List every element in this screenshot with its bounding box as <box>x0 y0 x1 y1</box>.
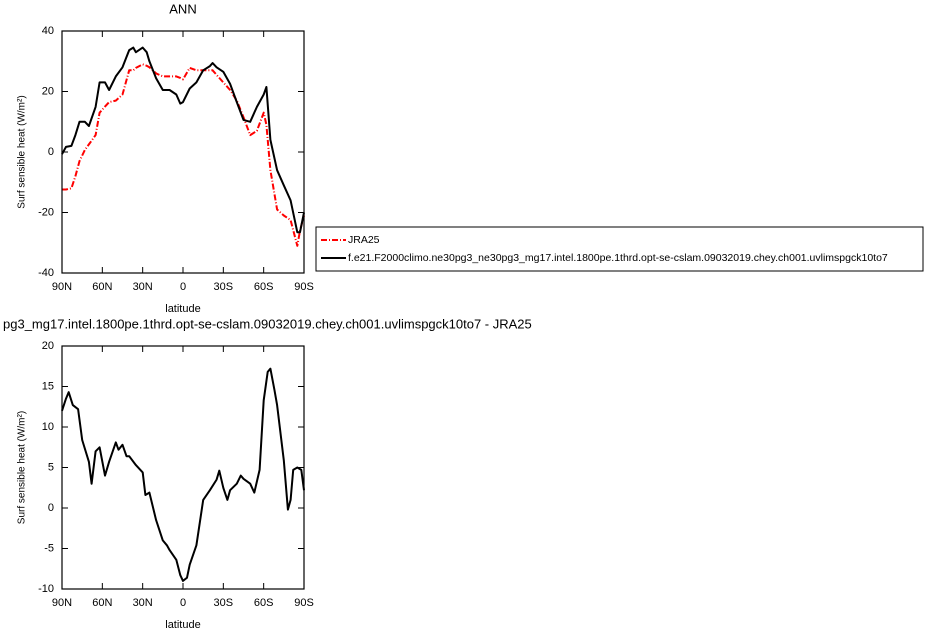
x-tick-label: 30N <box>133 281 153 293</box>
x-axis-label: latitude <box>165 619 200 631</box>
y-tick-label: 20 <box>42 340 54 352</box>
line <box>61 46 305 234</box>
y-axis-label: Surf sensible heat (W/m²) <box>17 411 28 524</box>
plot-frame <box>61 30 305 274</box>
legend-label: f.e21.F2000climo.ne30pg3_ne30pg3_mg17.in… <box>348 252 888 264</box>
x-tick-label: 90S <box>294 281 314 293</box>
x-tick-label: 60N <box>92 281 112 293</box>
x-tick-label: 30S <box>214 281 234 293</box>
chart-title: ANN <box>169 1 196 16</box>
y-tick-label: 20 <box>42 85 54 97</box>
legend-label: JRA25 <box>348 234 380 246</box>
y-tick-label: 5 <box>48 461 54 473</box>
legend-box <box>315 226 924 272</box>
y-tick-label: -40 <box>38 267 54 279</box>
plot-frame <box>61 345 305 590</box>
chart-title: pg3_mg17.intel.1800pe.1thrd.opt-se-cslam… <box>3 316 532 331</box>
x-tick-label: 90S <box>294 597 314 609</box>
y-tick-label: 0 <box>48 502 54 514</box>
x-tick-label: 90N <box>52 597 72 609</box>
line <box>61 367 305 582</box>
x-tick-label: 30S <box>214 597 234 609</box>
x-tick-label: 0 <box>180 281 186 293</box>
y-axis-label: Surf sensible heat (W/m²) <box>17 95 28 208</box>
legend: JRA25 f.e21.F2000climo.ne30pg3_ne30pg3_mg… <box>315 226 924 272</box>
x-tick-label: 0 <box>180 597 186 609</box>
y-tick-label: 40 <box>42 25 54 37</box>
x-tick-label: 90N <box>52 281 72 293</box>
y-tick-label: 15 <box>42 380 54 392</box>
x-axis-label: latitude <box>165 303 200 315</box>
y-tick-label: 0 <box>48 146 54 158</box>
x-tick-label: 60N <box>92 597 112 609</box>
line <box>62 63 305 247</box>
x-tick-label: 30N <box>133 597 153 609</box>
y-tick-label: -20 <box>38 206 54 218</box>
y-tick-label: 10 <box>42 421 54 433</box>
x-tick-label: 60S <box>254 597 274 609</box>
x-tick-label: 60S <box>254 281 274 293</box>
y-tick-label: -10 <box>38 583 54 595</box>
y-tick-label: -5 <box>44 542 54 554</box>
